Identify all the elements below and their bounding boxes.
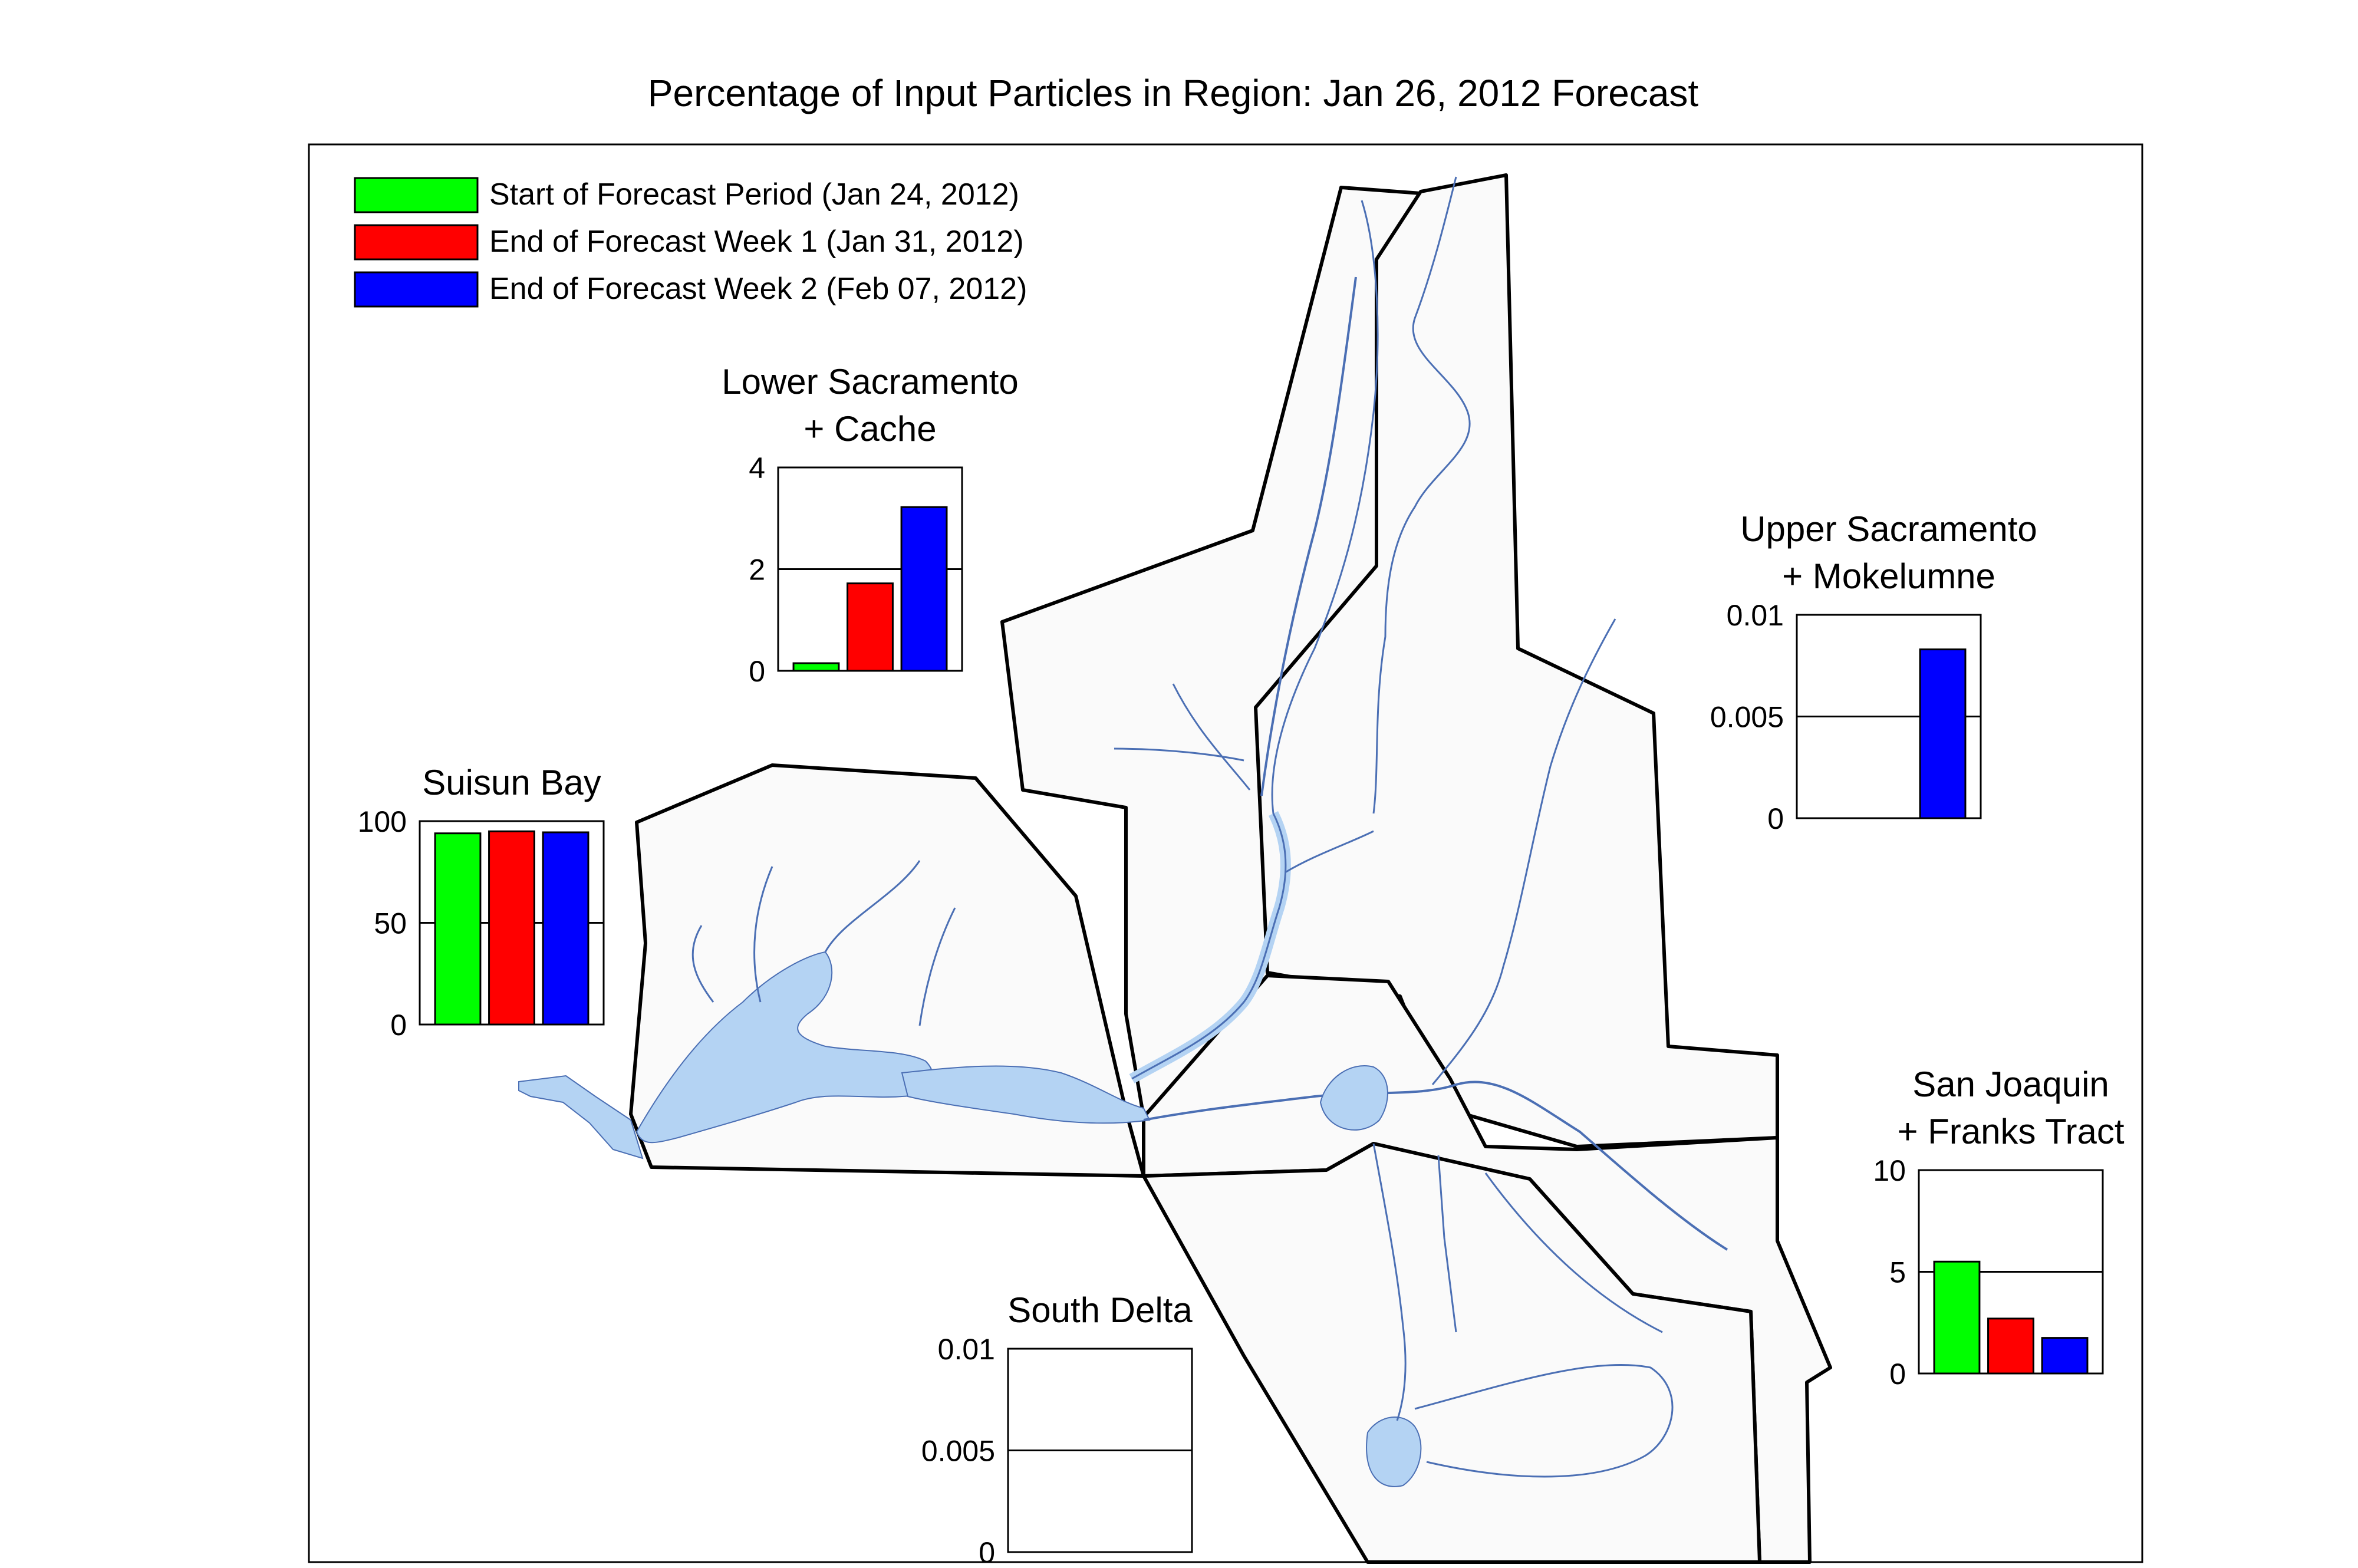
franks-tract-water xyxy=(1319,1065,1388,1131)
bar-1 xyxy=(792,662,840,672)
tick-label: 0 xyxy=(749,655,765,688)
inset-title: Lower Sacramento xyxy=(722,362,1019,401)
tick-label: 0 xyxy=(390,1009,407,1042)
upper-sacramento-river-line xyxy=(1372,176,1471,814)
cache-slough-channels xyxy=(1114,683,1374,874)
south-delta-channels xyxy=(1372,1143,1674,1478)
bar-2 xyxy=(1987,1317,2034,1375)
inset-chart-3: 0 0.005 0.01 Upper Sacramento + Mokelumne xyxy=(1710,509,2037,835)
tick-label: 0.01 xyxy=(938,1333,995,1366)
tick-label: 0 xyxy=(1889,1358,1906,1391)
tick-label: 0 xyxy=(979,1536,995,1565)
water-bodies xyxy=(518,176,1728,1487)
inset-chart-2: 0 2 4 Lower Sacramento + Cache xyxy=(722,362,1019,688)
suisun-bay-water xyxy=(518,1075,644,1159)
legend-label-3: End of Forecast Week 2 (Feb 07, 2012) xyxy=(489,272,1027,306)
deep-water-channel xyxy=(1260,276,1357,796)
sacramento-river-line xyxy=(1131,200,1379,1080)
san-joaquin-river-line xyxy=(1143,1081,1728,1251)
tick-label: 5 xyxy=(1889,1256,1906,1289)
inset-chart-1: 0 50 100 Suisun Bay xyxy=(358,763,605,1042)
tick-label: 100 xyxy=(358,805,407,838)
tick-label: 10 xyxy=(1873,1154,1906,1187)
legend-swatch-1 xyxy=(354,177,479,213)
bar-1 xyxy=(434,832,482,1026)
tick-label: 0.005 xyxy=(1710,701,1784,734)
inset-title: Suisun Bay xyxy=(422,763,601,802)
inset-title: + Cache xyxy=(803,409,936,449)
bar-3 xyxy=(2041,1337,2089,1375)
region-upper-sacramento-mokelumne xyxy=(1254,173,1779,1148)
inset-title: San Joaquin xyxy=(1912,1065,2109,1104)
tick-label: 0.005 xyxy=(921,1435,995,1468)
inset-title: South Delta xyxy=(1007,1290,1193,1330)
clifton-court-water xyxy=(1366,1417,1422,1487)
legend-label-2: End of Forecast Week 1 (Jan 31, 2012) xyxy=(489,225,1024,259)
tick-label: 0 xyxy=(1767,802,1784,835)
legend-swatch-3 xyxy=(354,271,479,308)
legend: Start of Forecast Period (Jan 24, 2012) E… xyxy=(354,177,1027,308)
bar-3 xyxy=(542,831,590,1026)
bar-3 xyxy=(900,506,948,672)
legend-swatch-2 xyxy=(354,224,479,261)
grizzly-bay-water xyxy=(635,951,934,1144)
suisun-marsh-channels xyxy=(691,860,956,1026)
bar-2 xyxy=(488,830,535,1026)
inset-chart-4: 0 5 10 San Joaquin + Franks Tract xyxy=(1873,1065,2125,1391)
inset-title: Upper Sacramento xyxy=(1740,509,2037,549)
tick-label: 50 xyxy=(374,907,407,940)
inset-chart-5: 0 0.005 0.01 South Delta xyxy=(921,1290,1193,1568)
figure-title: Percentage of Input Particles in Region:… xyxy=(648,72,1699,114)
mokelumne-river-line xyxy=(1431,618,1616,1085)
region-south-delta xyxy=(1142,1142,1761,1564)
tick-label: 4 xyxy=(749,452,765,485)
inset-title: + Mokelumne xyxy=(1782,556,1995,596)
tick-label: 2 xyxy=(749,554,765,587)
bar-3 xyxy=(1919,648,1967,819)
bar-1 xyxy=(1933,1260,1981,1375)
tick-label: 0.01 xyxy=(1727,599,1784,632)
inset-title: + Franks Tract xyxy=(1897,1112,2124,1151)
legend-label-1: Start of Forecast Period (Jan 24, 2012) xyxy=(489,177,1019,212)
bar-2 xyxy=(847,582,894,672)
